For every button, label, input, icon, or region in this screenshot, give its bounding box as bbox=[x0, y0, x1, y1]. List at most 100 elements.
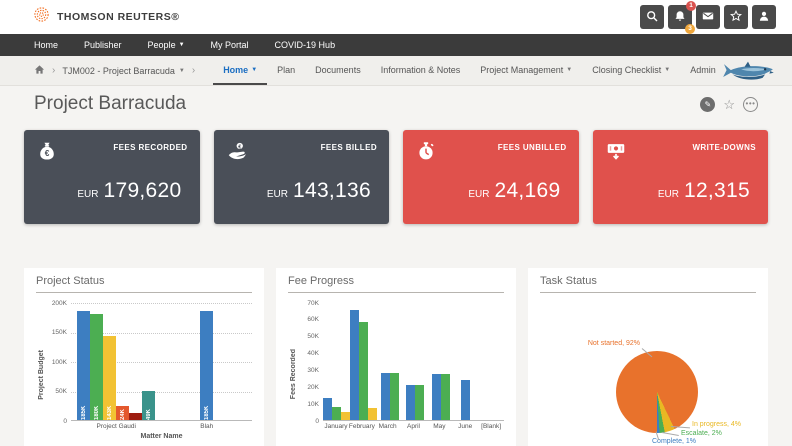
pie-label-complete: Complete, 1% bbox=[652, 438, 696, 445]
search-button[interactable] bbox=[640, 5, 664, 29]
charts-row: Project Status Project Budget 0 50K 100K 150… bbox=[24, 268, 768, 446]
x-axis-title: Matter Name bbox=[140, 433, 183, 440]
kpi-value: EUR 12,315 bbox=[657, 179, 750, 202]
kpi-label: FEES BILLED bbox=[320, 143, 377, 152]
barracuda-fish-logo bbox=[720, 59, 776, 88]
bar-value-label: 185K bbox=[203, 405, 210, 420]
pencil-icon: ✎ bbox=[704, 99, 712, 109]
favorites-button[interactable] bbox=[724, 5, 748, 29]
y-tick-label: 50K bbox=[55, 388, 67, 395]
user-icon bbox=[758, 10, 770, 25]
project-status-chart: Project Budget 0 50K 100K 150K 200K 185K 180K 14… bbox=[36, 299, 252, 446]
title-actions: ✎ ☆ ••• bbox=[700, 96, 758, 112]
tab-project-management[interactable]: Project Management ▼ bbox=[480, 64, 573, 75]
pie-label-not-started: Not started, 92% bbox=[587, 340, 640, 347]
kpi-card-fees-unbilled[interactable]: FEES UNBILLED EUR 24,169 bbox=[403, 130, 579, 224]
profile-button[interactable] bbox=[752, 5, 776, 29]
bar: 143K bbox=[103, 336, 117, 420]
bar-value-label: 180K bbox=[93, 405, 100, 420]
nav-item-covid-hub[interactable]: COVID-19 Hub bbox=[274, 40, 336, 50]
kpi-label: FEES UNBILLED bbox=[497, 143, 567, 152]
bar-group bbox=[428, 303, 453, 420]
tab-home[interactable]: Home ▼ bbox=[213, 56, 268, 85]
alert-count-badge: 1 bbox=[686, 1, 696, 11]
bar-group bbox=[377, 303, 402, 420]
bar bbox=[341, 412, 350, 420]
bar-chart: Fees Recorded 0 10K 20K 30K 40K 50K 60K 70K Janua… bbox=[288, 299, 504, 446]
tab-documents[interactable]: Documents bbox=[315, 64, 361, 75]
nav-item-publisher[interactable]: Publisher bbox=[84, 40, 122, 50]
tab-information-notes[interactable]: Information & Notes bbox=[380, 64, 461, 75]
y-tick-label: 20K bbox=[307, 383, 319, 391]
x-tick-label: January bbox=[324, 423, 348, 430]
bar-chart: Project Budget 0 50K 100K 150K 200K 185K 180K 14… bbox=[36, 299, 252, 446]
svg-text:€: € bbox=[238, 144, 241, 150]
home-icon[interactable] bbox=[34, 64, 45, 77]
kpi-card-write-downs[interactable]: WRITE-DOWNS EUR 12,315 bbox=[592, 130, 768, 224]
kpi-label: WRITE-DOWNS bbox=[692, 143, 756, 152]
bar bbox=[415, 385, 425, 420]
y-tick-label: 70K bbox=[307, 299, 319, 307]
pie-chart: Not started, 92% In progress, 4% Escalate,… bbox=[540, 299, 756, 446]
pie-label-in-progress: In progress, 4% bbox=[692, 421, 742, 428]
task-status-panel: Task Status Not started, 92% In progress,… bbox=[528, 268, 768, 446]
bar bbox=[431, 374, 441, 420]
bar bbox=[389, 373, 399, 420]
hand-coin-icon: € bbox=[226, 140, 248, 167]
y-axis-title: Fees Recorded bbox=[290, 349, 297, 400]
bar-group: 185K bbox=[162, 303, 253, 420]
bar bbox=[440, 374, 450, 420]
x-tick-label: February bbox=[348, 423, 375, 430]
messages-button[interactable] bbox=[696, 5, 720, 29]
bar: 24K bbox=[116, 406, 130, 420]
task-status-chart: Not started, 92% In progress, 4% Escalate,… bbox=[540, 299, 756, 446]
gridline bbox=[71, 303, 252, 304]
chart-title: Fee Progress bbox=[288, 275, 504, 293]
kpi-value: EUR 24,169 bbox=[468, 179, 561, 202]
edit-button[interactable]: ✎ bbox=[700, 96, 716, 112]
tab-plan[interactable]: Plan bbox=[277, 64, 296, 75]
bar bbox=[323, 398, 332, 420]
y-tick-label: 50K bbox=[307, 333, 319, 341]
project-status-panel: Project Status Project Budget 0 50K 100K 150… bbox=[24, 268, 264, 446]
kpi-value: EUR 143,136 bbox=[266, 179, 371, 202]
more-options-button[interactable]: ••• bbox=[743, 96, 758, 112]
x-tick-label: [Blank] bbox=[481, 423, 502, 430]
kpi-card-fees-billed[interactable]: € FEES BILLED EUR 143,136 bbox=[213, 130, 389, 224]
tab-admin[interactable]: Admin bbox=[690, 64, 716, 75]
x-tick-label: Blah bbox=[200, 423, 214, 430]
y-axis-ticks: 0 50K 100K 150K 200K bbox=[47, 299, 71, 425]
y-tick-label: 200K bbox=[51, 299, 67, 307]
fee-progress-panel: Fee Progress Fees Recorded 0 10K 20K 30K 40K 5… bbox=[276, 268, 516, 446]
star-icon bbox=[730, 9, 742, 25]
bar bbox=[332, 407, 341, 420]
bar bbox=[129, 413, 143, 420]
kpi-card-fees-recorded[interactable]: € FEES RECORDED EUR 179,620 bbox=[24, 130, 200, 224]
matter-selector-dropdown[interactable]: TJM002 - Project Barracuda ▼ bbox=[62, 65, 185, 76]
x-tick-label: March bbox=[378, 423, 397, 430]
breadcrumb: › TJM002 - Project Barracuda ▼ › bbox=[34, 56, 195, 85]
favorite-star-button[interactable]: ☆ bbox=[723, 96, 735, 112]
leader-line bbox=[661, 432, 679, 436]
svg-text:€: € bbox=[45, 149, 50, 158]
search-icon bbox=[646, 10, 658, 25]
x-tick-label: Project Gaudi bbox=[96, 423, 136, 430]
bell-icon bbox=[674, 10, 686, 25]
brand-name: THOMSON REUTERS® bbox=[57, 11, 180, 23]
bar bbox=[380, 373, 390, 420]
gridline bbox=[71, 362, 252, 363]
notifications-button[interactable]: 1 3 bbox=[668, 1, 696, 34]
tab-closing-checklist[interactable]: Closing Checklist ▼ bbox=[592, 64, 671, 75]
brand[interactable]: THOMSON REUTERS® bbox=[34, 7, 180, 27]
context-bar: › TJM002 - Project Barracuda ▼ › Home ▼ P… bbox=[0, 56, 792, 86]
bar-group: 185K 180K 143K 24K 49K bbox=[71, 303, 162, 420]
envelope-icon bbox=[702, 10, 714, 25]
nav-item-home[interactable]: Home bbox=[34, 40, 59, 50]
chevron-down-icon: ▼ bbox=[664, 66, 671, 73]
nav-item-my-portal[interactable]: My Portal bbox=[210, 40, 249, 50]
pie-label-escalate: Escalate, 2% bbox=[681, 430, 722, 437]
nav-item-people[interactable]: People ▼ bbox=[147, 40, 185, 50]
chevron-down-icon: ▼ bbox=[178, 67, 185, 74]
y-tick-label: 40K bbox=[307, 350, 319, 358]
bar-group bbox=[323, 303, 350, 420]
